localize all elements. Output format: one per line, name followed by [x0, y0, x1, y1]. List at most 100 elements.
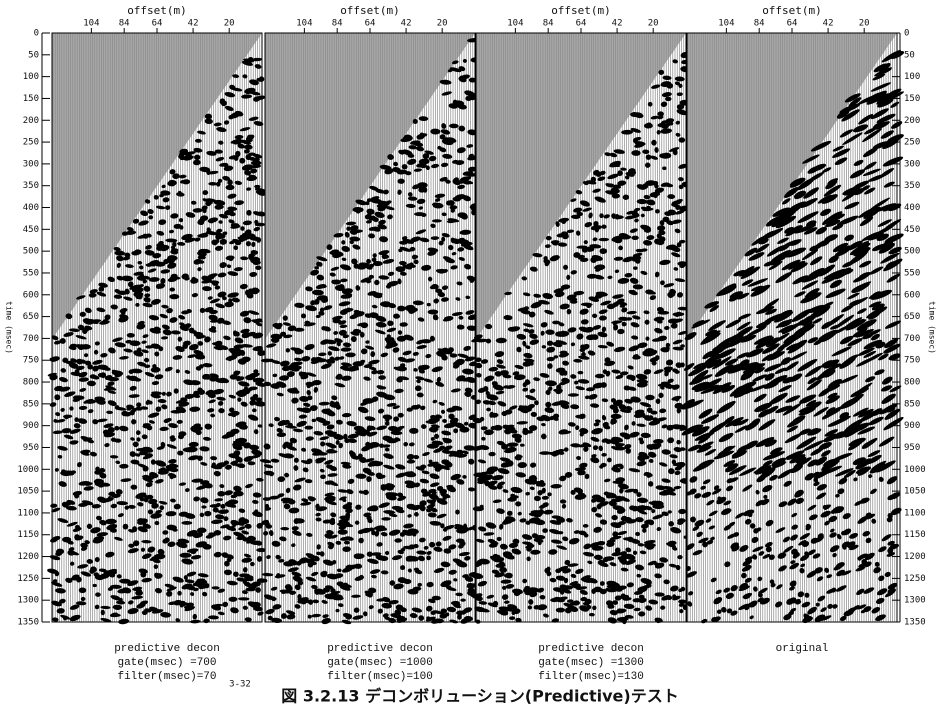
- wiggle: [66, 521, 78, 527]
- wiggle: [251, 160, 262, 166]
- wiggle: [105, 518, 117, 525]
- wiggle: [96, 307, 106, 313]
- caption-line: predictive decon: [327, 643, 433, 655]
- wiggle: [135, 294, 141, 300]
- wiggle: [232, 238, 241, 243]
- wiggle: [127, 281, 134, 288]
- wiggle: [201, 279, 213, 284]
- wiggle: [242, 567, 248, 573]
- wiggle: [397, 178, 405, 184]
- wiggle: [76, 295, 86, 300]
- wiggle: [224, 209, 234, 216]
- wiggle: [147, 509, 154, 515]
- wiggle: [237, 143, 245, 149]
- wiggle: [145, 399, 150, 406]
- wiggle: [448, 544, 457, 550]
- x-axis-label: offset(m): [762, 4, 822, 17]
- wiggle: [631, 235, 639, 240]
- wiggle: [254, 400, 266, 407]
- wiggle: [193, 147, 203, 153]
- wiggle: [117, 290, 128, 295]
- wiggle: [160, 269, 171, 274]
- wiggle: [345, 221, 357, 226]
- wiggle: [170, 245, 176, 250]
- wiggle: [236, 391, 247, 397]
- wiggle: [208, 314, 218, 321]
- wiggle: [116, 574, 122, 579]
- wiggle: [665, 96, 672, 102]
- wiggle: [195, 335, 206, 339]
- wiggle: [148, 215, 154, 220]
- x-tick-label: 20: [224, 19, 235, 29]
- wiggle: [161, 336, 169, 340]
- wiggle: [132, 540, 140, 547]
- wiggle: [164, 537, 170, 543]
- wiggle: [253, 369, 259, 374]
- wiggle: [100, 609, 105, 616]
- wiggle: [193, 390, 200, 397]
- wiggle: [207, 296, 213, 300]
- wiggle: [202, 190, 209, 196]
- wiggle: [87, 409, 94, 414]
- wiggle: [233, 370, 240, 376]
- wiggle: [108, 347, 116, 354]
- wiggle: [212, 507, 219, 513]
- wiggle: [178, 218, 184, 223]
- wiggle: [126, 332, 135, 338]
- wiggle: [159, 426, 169, 432]
- y-tick-label: 600: [23, 290, 39, 300]
- wiggle: [70, 576, 81, 581]
- wiggle: [107, 496, 113, 502]
- wiggle: [96, 291, 107, 297]
- wiggle: [214, 149, 223, 154]
- wiggle: [221, 433, 233, 439]
- wiggle: [232, 444, 243, 451]
- wiggle: [54, 385, 64, 392]
- wiggle: [98, 286, 105, 292]
- wiggle: [140, 210, 149, 217]
- wiggle: [52, 579, 58, 583]
- wiggle: [130, 459, 140, 465]
- wiggle: [247, 57, 254, 63]
- wiggle: [233, 485, 242, 492]
- wiggle: [268, 423, 274, 428]
- wiggle: [322, 614, 329, 618]
- wiggle: [290, 366, 300, 372]
- wiggle: [241, 530, 249, 535]
- wiggle: [238, 381, 250, 387]
- wiggle: [118, 425, 129, 432]
- wiggle: [166, 391, 172, 397]
- wiggle: [194, 354, 206, 360]
- wiggle: [254, 64, 262, 69]
- wiggle: [57, 445, 68, 451]
- wiggle: [204, 583, 210, 589]
- wiggle: [369, 425, 376, 431]
- wiggle: [56, 419, 66, 423]
- wiggle: [439, 176, 448, 182]
- wiggle: [241, 164, 254, 171]
- wiggle: [164, 366, 173, 372]
- wiggle: [218, 140, 224, 145]
- wiggle: [198, 583, 205, 590]
- wiggle: [252, 332, 264, 339]
- wiggle: [136, 323, 146, 330]
- wiggle: [53, 340, 62, 345]
- page-note: 3-32: [229, 680, 251, 690]
- wiggle: [136, 275, 147, 281]
- wiggle: [378, 375, 386, 380]
- wiggle: [216, 228, 223, 234]
- wiggle: [156, 242, 165, 248]
- wiggle: [102, 319, 108, 324]
- wiggle: [228, 394, 236, 399]
- wiggle: [144, 293, 151, 298]
- wiggle: [68, 550, 80, 556]
- wiggle: [304, 425, 314, 430]
- wiggle: [55, 412, 61, 417]
- wiggle: [135, 302, 140, 307]
- wiggle: [217, 611, 225, 616]
- wiggle: [206, 150, 217, 156]
- wiggle: [323, 305, 333, 311]
- wiggle: [337, 529, 348, 535]
- wiggle: [231, 297, 240, 303]
- wiggle: [422, 451, 430, 457]
